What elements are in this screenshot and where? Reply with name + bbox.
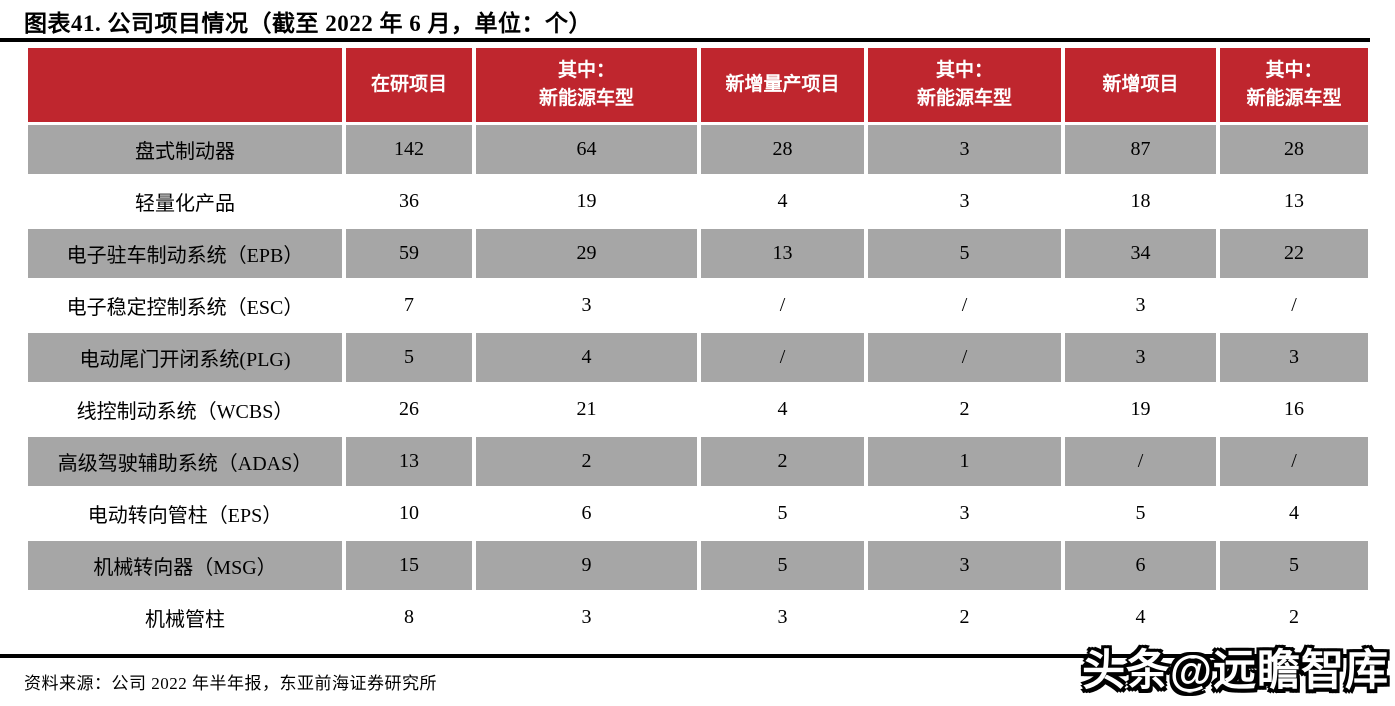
table-row: 轻量化产品 36 19 4 3 18 13 <box>28 177 1368 229</box>
cell-value: 4 <box>701 177 868 229</box>
cell-value: 28 <box>1220 125 1368 177</box>
cell-value: 4 <box>701 385 868 437</box>
cell-value: 16 <box>1220 385 1368 437</box>
cell-value: 19 <box>476 177 701 229</box>
cell-value: 3 <box>868 541 1065 593</box>
cell-value: 87 <box>1065 125 1220 177</box>
cell-value: 59 <box>346 229 476 281</box>
cell-value: / <box>1220 281 1368 333</box>
cell-value: 4 <box>1065 593 1220 645</box>
table-row: 电动尾门开闭系统(PLG) 5 4//3 3 <box>28 333 1368 385</box>
cell-value: 2 <box>868 593 1065 645</box>
header-rd-nev-models: 其中： 新能源车型 <box>476 48 701 125</box>
cell-value: 5 <box>701 489 868 541</box>
projects-table: 在研项目 其中： 新能源车型 新增量产项目 其中： 新能源车型 新增项目 其中：… <box>28 48 1368 645</box>
header-product-blank <box>28 48 346 125</box>
cell-value: 13 <box>346 437 476 489</box>
cell-value: 29 <box>476 229 701 281</box>
cell-value: 4 <box>476 333 701 385</box>
table-row: 电子驻车制动系统（EPB） 59 29 13 5 34 22 <box>28 229 1368 281</box>
cell-value: 28 <box>701 125 868 177</box>
row-label: 盘式制动器 <box>28 125 346 177</box>
footer-divider-rule <box>0 654 1370 658</box>
cell-value: 21 <box>476 385 701 437</box>
table-row: 高级驾驶辅助系统（ADAS） 13 2 2 1// <box>28 437 1368 489</box>
cell-value: 142 <box>346 125 476 177</box>
row-label: 机械转向器（MSG） <box>28 541 346 593</box>
cell-value: 6 <box>476 489 701 541</box>
title-divider-rule <box>0 38 1370 42</box>
cell-value: / <box>701 281 868 333</box>
header-new-mass-production-projects: 新增量产项目 <box>701 48 868 125</box>
cell-value: 2 <box>1220 593 1368 645</box>
table-row: 线控制动系统（WCBS） 26 21 4 2 19 16 <box>28 385 1368 437</box>
cell-value: 8 <box>346 593 476 645</box>
header-projects-in-rd: 在研项目 <box>346 48 476 125</box>
cell-value: / <box>1220 437 1368 489</box>
row-label: 电动尾门开闭系统(PLG) <box>28 333 346 385</box>
figure-title: 图表41. 公司项目情况（截至 2022 年 6 月，单位：个） <box>24 11 592 36</box>
row-label: 轻量化产品 <box>28 177 346 229</box>
row-label: 电子稳定控制系统（ESC） <box>28 281 346 333</box>
table-row: 电动转向管柱（EPS） 10 6 5 3 5 4 <box>28 489 1368 541</box>
table-body: 盘式制动器 142 64 28 3 87 28 轻量化产品 36 19 4 3 18 13 电子驻车制动系统… <box>28 125 1368 645</box>
cell-value: 34 <box>1065 229 1220 281</box>
cell-value: 3 <box>868 489 1065 541</box>
cell-value: 36 <box>346 177 476 229</box>
cell-value: 19 <box>1065 385 1220 437</box>
cell-value: 7 <box>346 281 476 333</box>
cell-value: 1 <box>868 437 1065 489</box>
cell-value: 5 <box>868 229 1065 281</box>
cell-value: 15 <box>346 541 476 593</box>
table-row: 电子稳定控制系统（ESC） 7 3//3/ <box>28 281 1368 333</box>
cell-value: 2 <box>868 385 1065 437</box>
row-label: 机械管柱 <box>28 593 346 645</box>
cell-value: / <box>701 333 868 385</box>
cell-value: 3 <box>476 593 701 645</box>
header-new-nev-models: 其中： 新能源车型 <box>1220 48 1368 125</box>
cell-value: / <box>868 333 1065 385</box>
cell-value: / <box>1065 437 1220 489</box>
cell-value: 3 <box>1220 333 1368 385</box>
watermark: 头条@远瞻智库 <box>1082 647 1389 695</box>
row-label: 线控制动系统（WCBS） <box>28 385 346 437</box>
cell-value: 3 <box>1065 281 1220 333</box>
cell-value: 3 <box>868 125 1065 177</box>
source-note: 资料来源：公司 2022 年半年报，东亚前海证券研究所 <box>24 674 437 693</box>
header-mp-nev-models: 其中： 新能源车型 <box>868 48 1065 125</box>
cell-value: 64 <box>476 125 701 177</box>
cell-value: 2 <box>476 437 701 489</box>
table-row: 盘式制动器 142 64 28 3 87 28 <box>28 125 1368 177</box>
cell-value: / <box>868 281 1065 333</box>
cell-value: 13 <box>1220 177 1368 229</box>
cell-value: 5 <box>346 333 476 385</box>
header-new-projects: 新增项目 <box>1065 48 1220 125</box>
cell-value: 2 <box>701 437 868 489</box>
cell-value: 3 <box>476 281 701 333</box>
row-label: 高级驾驶辅助系统（ADAS） <box>28 437 346 489</box>
table-row: 机械转向器（MSG） 15 9 5 3 6 5 <box>28 541 1368 593</box>
cell-value: 5 <box>1220 541 1368 593</box>
cell-value: 9 <box>476 541 701 593</box>
cell-value: 6 <box>1065 541 1220 593</box>
cell-value: 5 <box>701 541 868 593</box>
cell-value: 18 <box>1065 177 1220 229</box>
cell-value: 13 <box>701 229 868 281</box>
row-label: 电子驻车制动系统（EPB） <box>28 229 346 281</box>
cell-value: 5 <box>1065 489 1220 541</box>
cell-value: 26 <box>346 385 476 437</box>
cell-value: 10 <box>346 489 476 541</box>
cell-value: 22 <box>1220 229 1368 281</box>
table-row: 机械管柱 8 3 3 2 4 2 <box>28 593 1368 645</box>
cell-value: 4 <box>1220 489 1368 541</box>
cell-value: 3 <box>701 593 868 645</box>
cell-value: 3 <box>1065 333 1220 385</box>
table-header-row: 在研项目 其中： 新能源车型 新增量产项目 其中： 新能源车型 新增项目 其中：… <box>28 48 1368 125</box>
row-label: 电动转向管柱（EPS） <box>28 489 346 541</box>
cell-value: 3 <box>868 177 1065 229</box>
